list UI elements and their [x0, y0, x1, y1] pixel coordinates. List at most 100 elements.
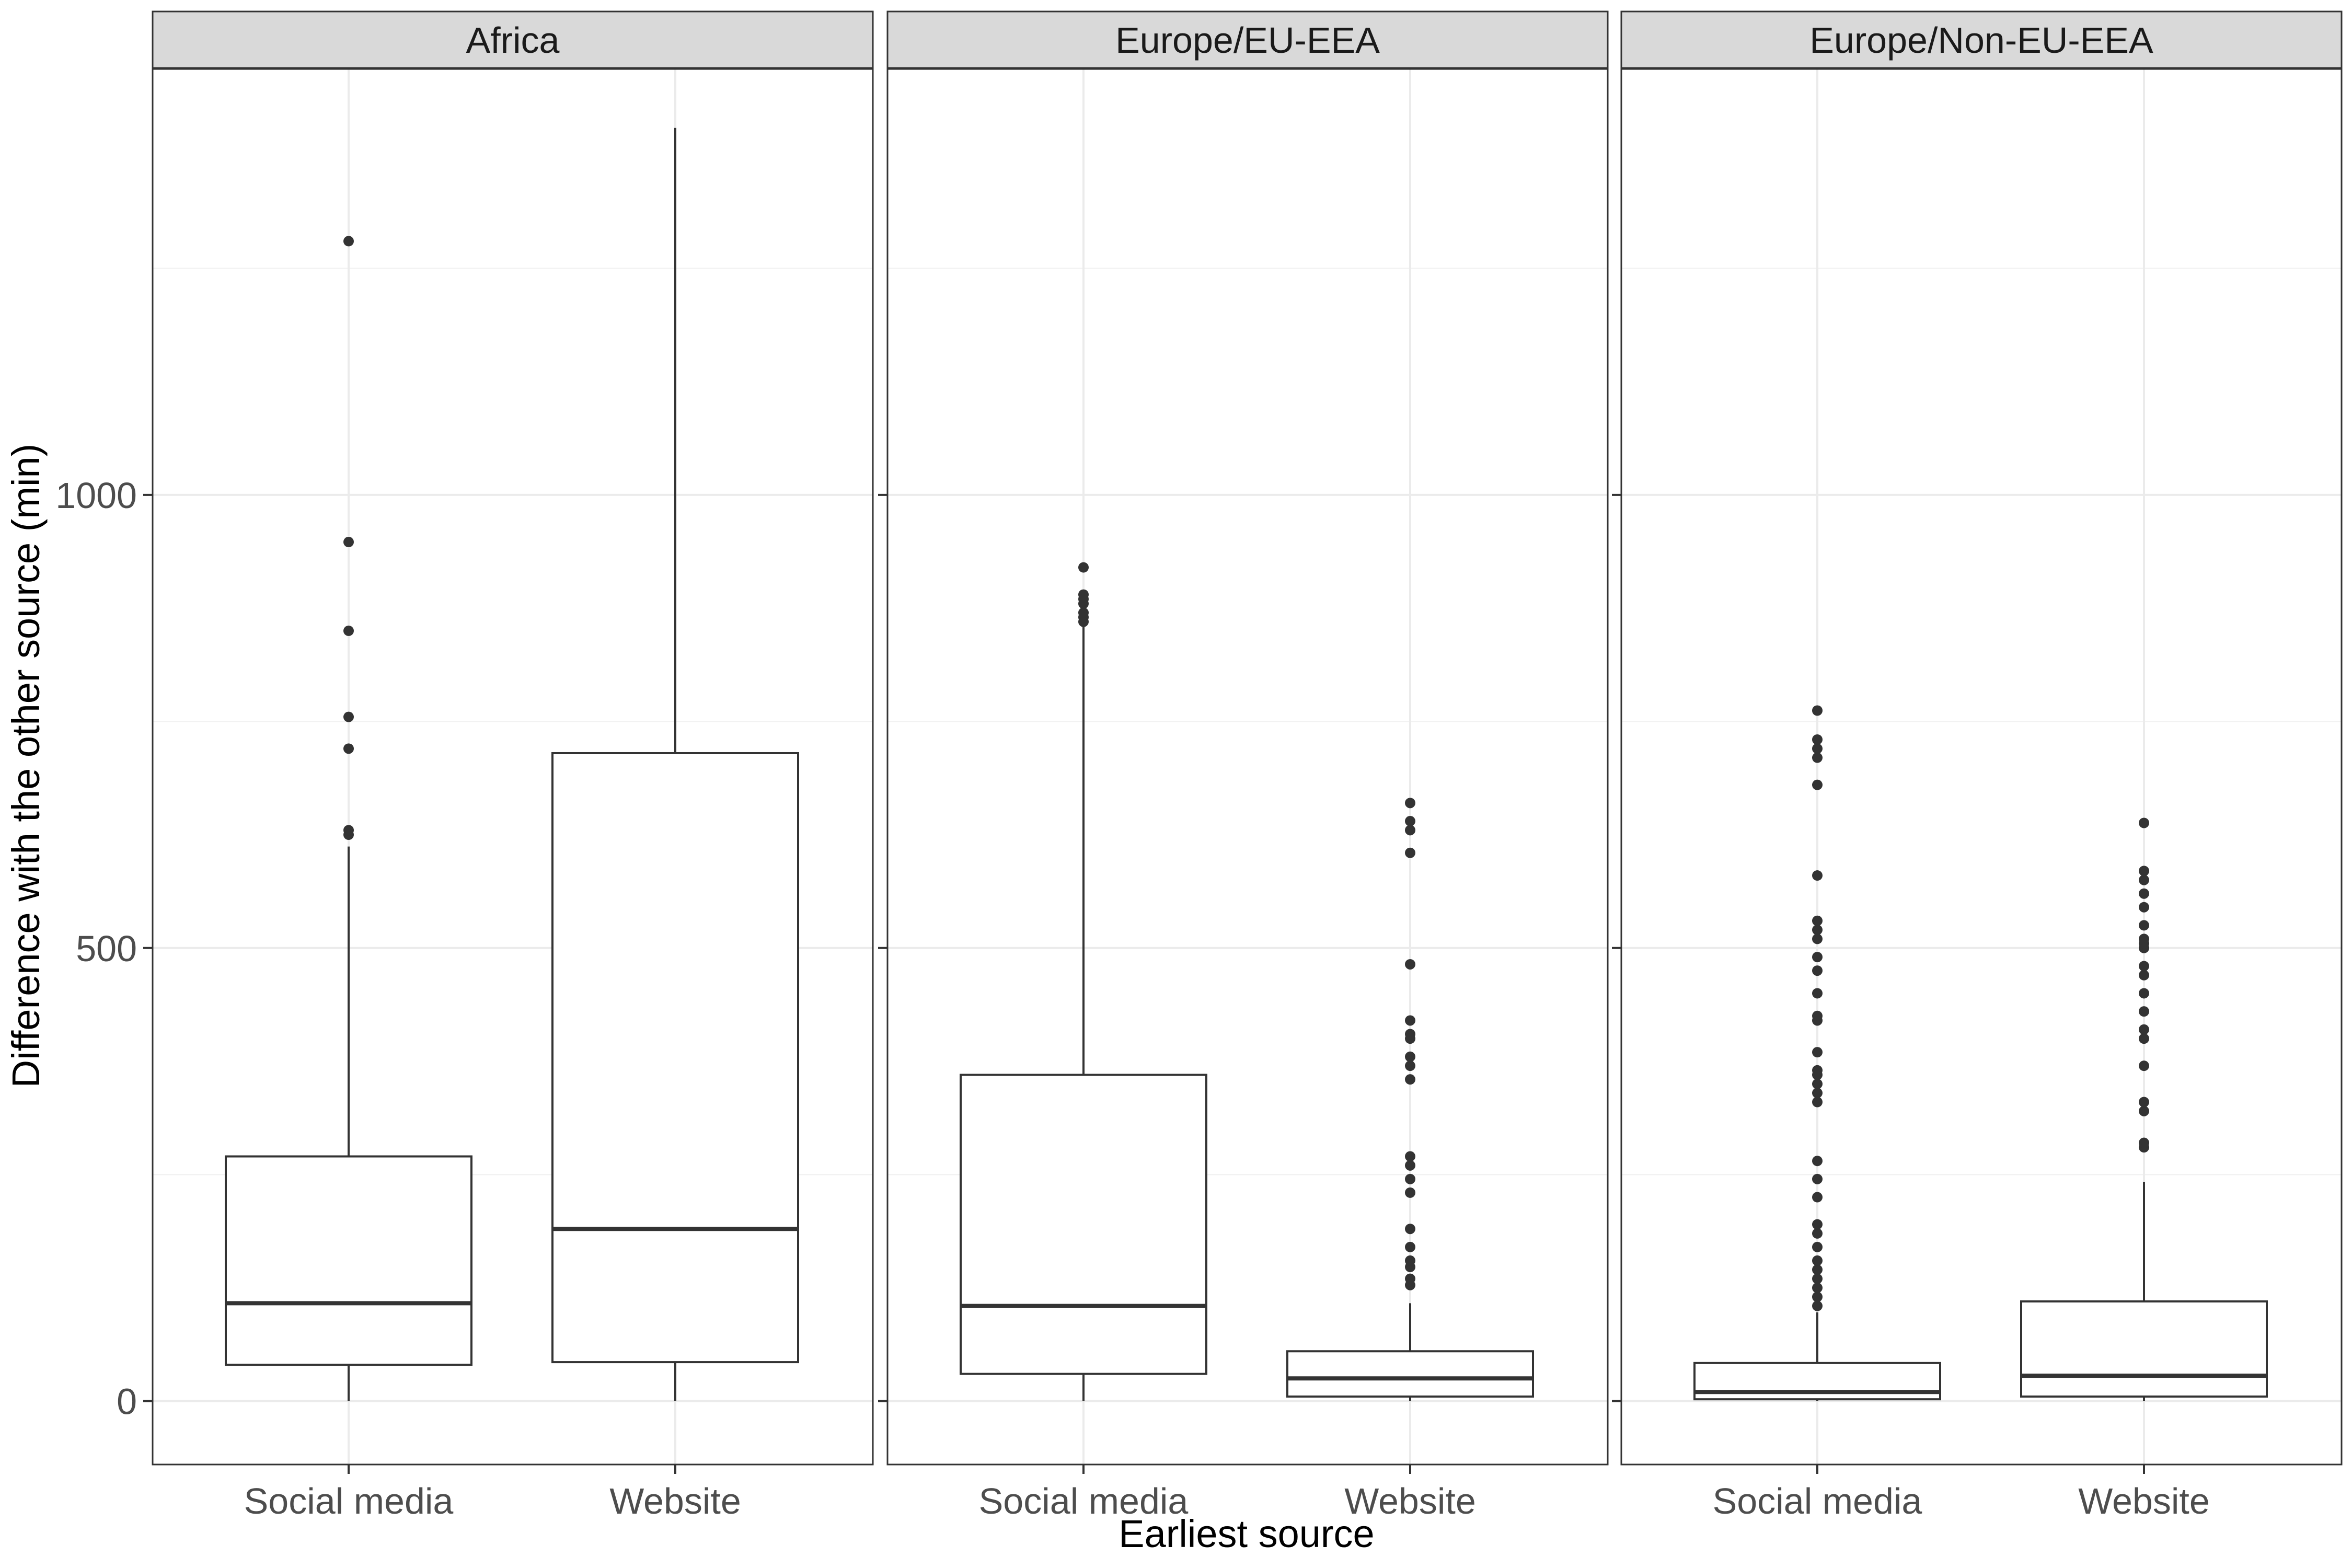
outlier-point [343, 711, 354, 722]
x-axis-title: Earliest source [1119, 1512, 1374, 1555]
outlier-point [2139, 988, 2149, 999]
outlier-point [2139, 933, 2149, 944]
x-tick-label: Social media [244, 1481, 454, 1521]
outlier-point [1812, 965, 1823, 976]
y-tick-label: 0 [117, 1381, 137, 1422]
outlier-point [1812, 925, 1823, 936]
outlier-point [1812, 1241, 1823, 1252]
outlier-point [1405, 798, 1415, 809]
x-tick-label: Website [609, 1481, 741, 1521]
x-tick-label: Social media [979, 1481, 1189, 1521]
outlier-point [1405, 1051, 1415, 1062]
box-iqr [2020, 1300, 2268, 1398]
facet-strip [886, 10, 1609, 69]
outlier-point [1812, 933, 1823, 944]
outlier-point [1078, 607, 1089, 618]
x-axis: Social media Website Social media Website So… [244, 1465, 2210, 1521]
box-social-media [1693, 705, 1941, 1401]
outlier-point [1078, 589, 1089, 600]
box-iqr [551, 752, 799, 1364]
outlier-point [1405, 1273, 1415, 1284]
outlier-point [343, 743, 354, 754]
facet-strip-label: Europe/Non-EU-EEA [1809, 20, 2153, 61]
outlier-point [1812, 752, 1823, 763]
outlier-point [1405, 1160, 1415, 1171]
outlier-point [1405, 1029, 1415, 1040]
panel-border [1620, 68, 2343, 1466]
outlier-point [1405, 1074, 1415, 1085]
outlier-point [1812, 743, 1823, 754]
y-axis: 0 500 1000 [55, 475, 1621, 1422]
panel-border [886, 68, 1609, 1466]
outlier-point [1812, 1047, 1823, 1058]
y-tick-label: 500 [76, 928, 137, 969]
outlier-point [2139, 902, 2149, 913]
outlier-point [2139, 888, 2149, 899]
box-website [2020, 817, 2268, 1401]
outlier-point [2139, 1105, 2149, 1116]
outlier-point [1812, 1282, 1823, 1293]
facet-panel: Europe/Non-EU-EEA [1620, 10, 2343, 1466]
outlier-point [343, 236, 354, 247]
box-iqr [1286, 1350, 1534, 1398]
outlier-point [343, 825, 354, 836]
outlier-point [2139, 866, 2149, 877]
outlier-point [2139, 1097, 2149, 1108]
outlier-point [1812, 1292, 1823, 1302]
outlier-point [1812, 1192, 1823, 1203]
facet-strip-label: Europe/EU-EEA [1115, 20, 1380, 61]
outlier-point [1405, 1015, 1415, 1026]
box-iqr [960, 1074, 1207, 1375]
outlier-point [1405, 1060, 1415, 1071]
outlier-point [2139, 1137, 2149, 1148]
panel-background [1621, 69, 2342, 1465]
outlier-point [1405, 1173, 1415, 1184]
outlier-point [1405, 1241, 1415, 1252]
outlier-point [1812, 870, 1823, 881]
outlier-point [1812, 1156, 1823, 1167]
outlier-point [1812, 1065, 1823, 1076]
outlier-point [343, 537, 354, 548]
outlier-point [1812, 1088, 1823, 1099]
outlier-point [2139, 1006, 2149, 1017]
facet-panel: Europe/EU-EEA [886, 10, 1609, 1466]
outlier-point [1812, 1273, 1823, 1284]
outlier-point [2139, 817, 2149, 828]
outlier-point [1812, 734, 1823, 745]
box-social-media [960, 562, 1207, 1401]
box-website [1286, 798, 1534, 1401]
outlier-point [1812, 988, 1823, 999]
panels-layer: Africa Europe/EU-EEA Europe/Non-EU-EEA [152, 10, 2343, 1466]
box-iqr [225, 1155, 472, 1366]
outlier-point [1812, 1097, 1823, 1108]
facet-panel: Africa [152, 10, 874, 1466]
outlier-point [1812, 1010, 1823, 1021]
y-axis-title: Difference with the other source (min) [4, 444, 48, 1088]
outlier-point [1078, 562, 1089, 573]
outlier-point [1812, 1300, 1823, 1311]
x-tick-label: Website [2078, 1481, 2210, 1521]
outlier-point [1812, 915, 1823, 926]
outlier-point [1405, 1255, 1415, 1266]
y-tick-label: 1000 [55, 475, 137, 516]
outlier-point [2139, 1024, 2149, 1035]
outlier-point [1812, 1264, 1823, 1275]
facet-strip [1620, 10, 2343, 69]
box-website [551, 128, 799, 1401]
outlier-point [1405, 1224, 1415, 1235]
outlier-point [1812, 1255, 1823, 1266]
outlier-point [1812, 779, 1823, 790]
box-social-media [225, 236, 472, 1401]
outlier-point [1405, 825, 1415, 836]
x-tick-label: Website [1344, 1481, 1476, 1521]
outlier-point [1405, 1187, 1415, 1198]
outlier-point [1812, 952, 1823, 963]
x-tick-label: Social media [1713, 1481, 1922, 1521]
outlier-point [343, 625, 354, 636]
outlier-point [2139, 970, 2149, 981]
outlier-point [1812, 1219, 1823, 1230]
facet-strip-label: Africa [466, 20, 560, 61]
outlier-point [1812, 1173, 1823, 1184]
outlier-point [1405, 816, 1415, 827]
